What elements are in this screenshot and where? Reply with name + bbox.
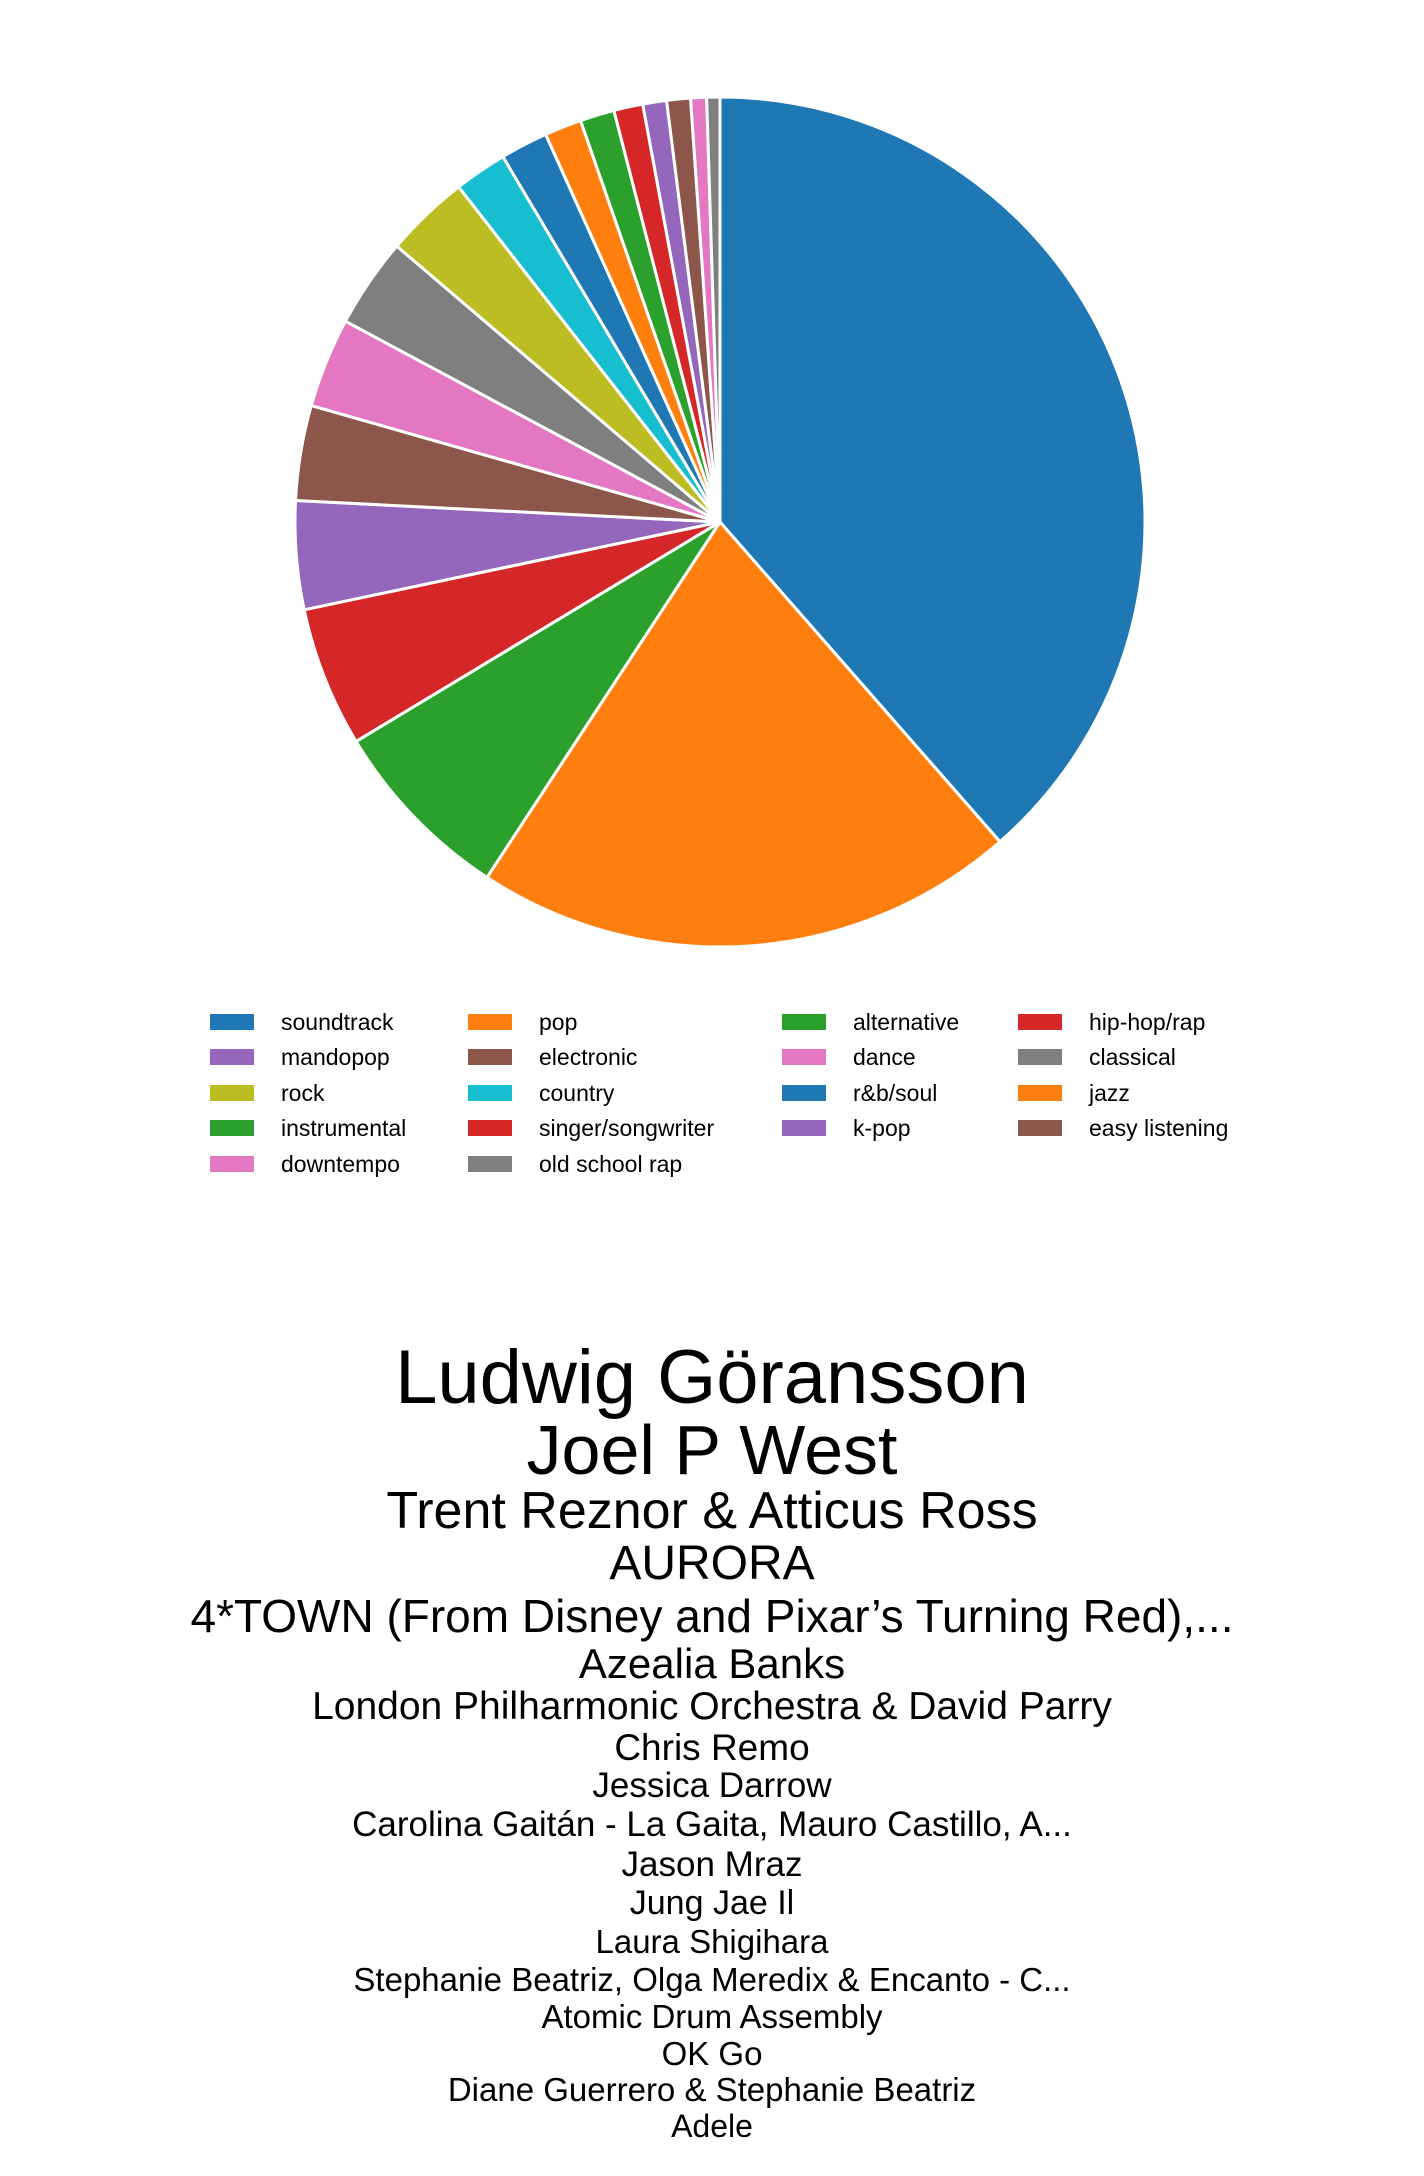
legend-swatch: [1018, 1014, 1062, 1030]
legend-item-classical: classical: [1018, 1039, 1176, 1075]
legend-swatch: [210, 1085, 254, 1101]
artist-name: Azealia Banks: [578, 1640, 846, 1687]
legend-label: downtempo: [281, 1150, 400, 1177]
artist-name: Atomic Drum Assembly: [541, 1998, 883, 2035]
legend-item-singer-songwriter: singer/songwriter: [468, 1110, 714, 1146]
artist-name: Jung Jae Il: [629, 1884, 795, 1922]
artist-name: Stephanie Beatriz, Olga Meredix & Encant…: [353, 1961, 1071, 1998]
artist-name: Chris Remo: [614, 1727, 810, 1768]
legend-swatch: [210, 1014, 254, 1030]
legend-item-instrumental: instrumental: [210, 1110, 406, 1146]
legend-item-pop: pop: [468, 1004, 577, 1040]
legend-item-mandopop: mandopop: [210, 1039, 390, 1075]
legend-swatch: [210, 1156, 254, 1172]
legend-swatch: [468, 1014, 512, 1030]
legend-label: k-pop: [853, 1114, 911, 1141]
legend-label: old school rap: [539, 1150, 683, 1177]
pie-slice-alternative: [354, 520, 722, 879]
legend-label: country: [539, 1079, 615, 1106]
legend-label: hip-hop/rap: [1089, 1008, 1206, 1035]
legend-swatch: [782, 1014, 826, 1030]
legend-swatch: [1018, 1049, 1062, 1065]
legend-label: easy listening: [1089, 1114, 1229, 1141]
artist-name: Joel P West: [526, 1411, 898, 1489]
pie-slice-pop: [485, 520, 1002, 949]
legend-item-old-school-rap: old school rap: [468, 1146, 682, 1182]
legend-label: jazz: [1089, 1079, 1130, 1106]
artist-name: Carolina Gaitán - La Gaita, Mauro Castil…: [352, 1805, 1072, 1844]
legend-label: mandopop: [281, 1043, 390, 1070]
legend-swatch: [468, 1156, 512, 1172]
legend-item-soundtrack: soundtrack: [210, 1004, 394, 1040]
legend-item-r-b-soul: r&b/soul: [782, 1075, 937, 1111]
legend-label: rock: [281, 1079, 325, 1106]
pie-slice-hip-hop-rap: [302, 520, 722, 743]
artist-name: Ludwig Göransson: [395, 1335, 1029, 1420]
legend-label: singer/songwriter: [539, 1114, 715, 1141]
artist-name: Jason Mraz: [621, 1845, 803, 1884]
legend-swatch: [468, 1049, 512, 1065]
artist-name: Jessica Darrow: [592, 1766, 832, 1805]
legend-item-electronic: electronic: [468, 1039, 637, 1075]
pie-chart: [293, 95, 1147, 949]
legend-item-alternative: alternative: [782, 1004, 959, 1040]
legend-swatch: [782, 1085, 826, 1101]
legend-label: pop: [539, 1008, 578, 1035]
legend-label: classical: [1089, 1043, 1176, 1070]
legend-item-k-pop: k-pop: [782, 1110, 911, 1146]
artist-name: Trent Reznor & Atticus Ross: [386, 1482, 1038, 1540]
legend-item-dance: dance: [782, 1039, 916, 1075]
artist-name: OK Go: [661, 2035, 763, 2072]
legend-label: electronic: [539, 1043, 638, 1070]
legend-label: soundtrack: [281, 1008, 394, 1035]
legend-swatch: [210, 1120, 254, 1136]
pie-slice-old-school-rap: [705, 95, 722, 524]
legend-item-hip-hop-rap: hip-hop/rap: [1018, 1004, 1205, 1040]
legend-item-downtempo: downtempo: [210, 1146, 400, 1182]
legend-label: instrumental: [281, 1114, 407, 1141]
artist-name: Adele: [671, 2108, 753, 2144]
legend-label: alternative: [853, 1008, 960, 1035]
legend-swatch: [468, 1085, 512, 1101]
artist-name: London Philharmonic Orchestra & David Pa…: [312, 1685, 1112, 1728]
artist-name: AURORA: [609, 1537, 815, 1590]
legend-swatch: [210, 1049, 254, 1065]
artist-name: Diane Guerrero & Stephanie Beatriz: [447, 2071, 977, 2108]
pie-slice-soundtrack: [718, 95, 1147, 844]
legend-item-rock: rock: [210, 1075, 324, 1111]
legend-swatch: [1018, 1120, 1062, 1136]
legend-swatch: [468, 1120, 512, 1136]
artist-name: 4*TOWN (From Disney and Pixar’s Turning …: [190, 1590, 1234, 1642]
legend-item-easy-listening: easy listening: [1018, 1110, 1228, 1146]
artist-name: Laura Shigihara: [595, 1923, 829, 1960]
legend-item-jazz: jazz: [1018, 1075, 1130, 1111]
legend-swatch: [782, 1120, 826, 1136]
legend-swatch: [1018, 1085, 1062, 1101]
legend-item-country: country: [468, 1075, 614, 1111]
legend-swatch: [782, 1049, 826, 1065]
legend-label: dance: [853, 1043, 916, 1070]
legend-label: r&b/soul: [853, 1079, 938, 1106]
